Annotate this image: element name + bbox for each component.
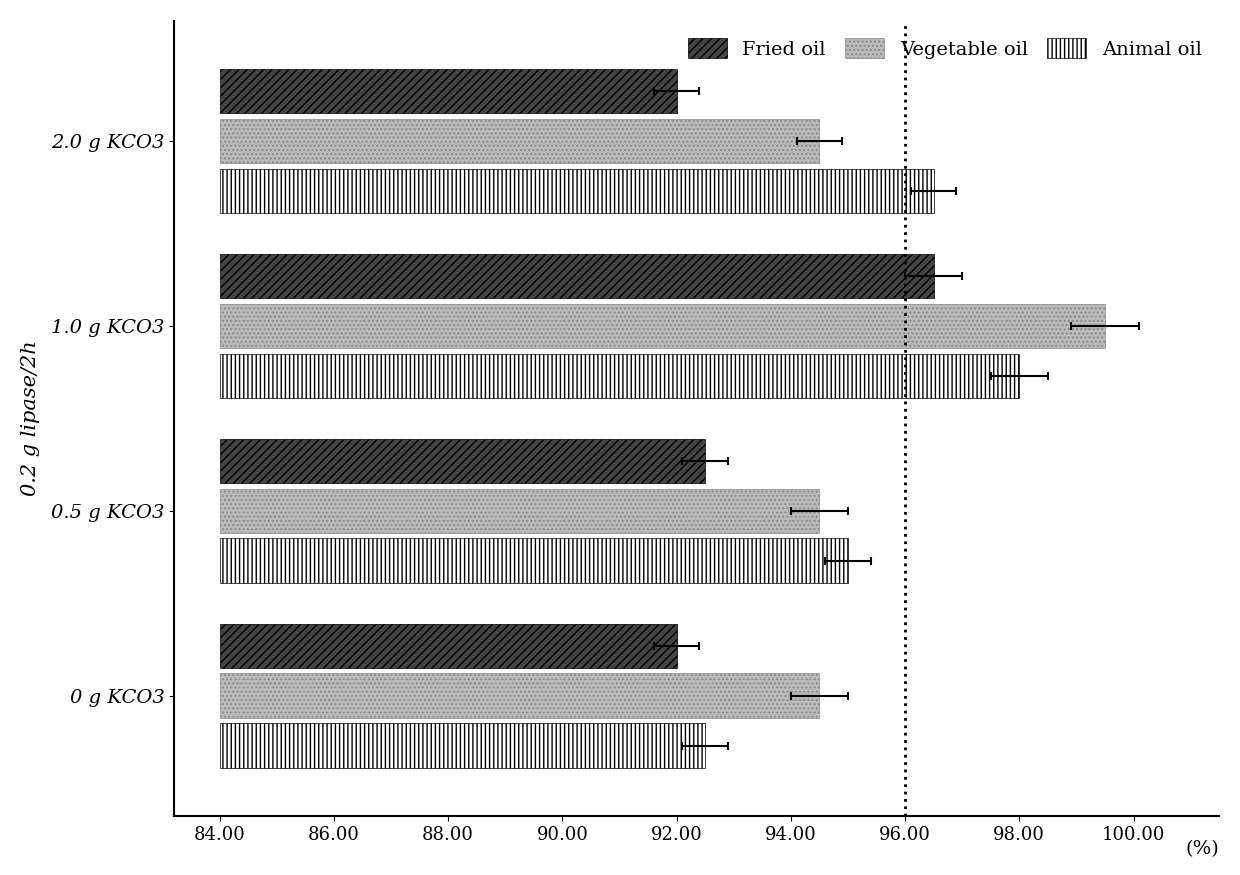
Bar	[219, 438, 706, 483]
Bar	[219, 624, 677, 668]
Y-axis label: 0.2 g lipase/2h: 0.2 g lipase/2h	[21, 340, 40, 496]
Bar	[219, 169, 934, 214]
Bar	[219, 674, 820, 718]
Legend: Fried oil, Vegetable oil, Animal oil: Fried oil, Vegetable oil, Animal oil	[681, 31, 1209, 66]
Bar	[219, 488, 820, 533]
Bar	[219, 254, 934, 298]
Bar	[219, 724, 706, 767]
Bar	[219, 119, 820, 163]
Bar	[219, 304, 1105, 348]
Bar	[219, 69, 677, 113]
Bar	[219, 354, 1019, 398]
Bar	[219, 538, 848, 583]
Text: (%): (%)	[1185, 840, 1219, 858]
